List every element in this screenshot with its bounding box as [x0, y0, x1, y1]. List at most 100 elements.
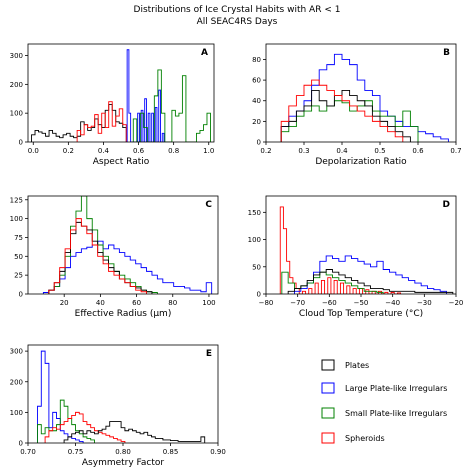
legend-label-plates: Plates — [345, 361, 369, 370]
panel-a-histogram-green — [132, 69, 211, 142]
panel-d: −80 −70 −60 −50 −40 −30 −20 0 50 100 150 Cloud Top … — [248, 195, 464, 319]
panel-b-histogram-black — [280, 89, 411, 142]
panel-b-series-group — [280, 53, 449, 142]
panel-a-series-group — [31, 49, 211, 142]
panel-b-histogram-red — [280, 79, 404, 142]
panel-e-xlabel: Asymmetry Factor — [82, 458, 165, 468]
panel-b-ytick-label: 20 — [252, 118, 261, 126]
panel-d-xtick-label: −30 — [417, 299, 432, 307]
panel-e-ytick-label: 300 — [10, 348, 23, 356]
panel-e-xtick-label: 0.75 — [68, 448, 84, 456]
legend-label-spheroids: Spheroids — [345, 434, 385, 443]
panel-c-histogram-red — [48, 218, 147, 294]
panel-c-ytick-label: 50 — [14, 253, 23, 261]
panel-e-ytick-label: 0 — [19, 440, 23, 448]
panel-e-xtick-label: 0.80 — [115, 448, 131, 456]
panel-a-xtick-label: 0.2 — [63, 147, 74, 155]
panel-a-frame — [27, 43, 215, 143]
panel-c-xtick-label: 80 — [168, 299, 177, 307]
panel-e: 0.70 0.75 0.80 0.85 0.90 0 100 200 300 Asymmetry … — [10, 344, 226, 468]
panel-b-xtick-label: 0.6 — [412, 147, 424, 155]
panel-d-histogram-red — [279, 206, 402, 294]
panel-e-xtick-label: 0.90 — [210, 448, 226, 456]
panel-d-xtick-label: −80 — [259, 299, 274, 307]
panel-c: 20 40 60 80 100 0 25 50 75 100 125 Effective Radius… — [10, 195, 219, 319]
panel-d-ytick-label: 100 — [248, 236, 261, 244]
panel-a-ytick-label: 300 — [10, 52, 23, 60]
panel-e-ytick-label: 200 — [10, 378, 23, 386]
panel-c-ytick-label: 25 — [14, 272, 23, 280]
panel-b-frame — [265, 43, 457, 143]
panel-b-xtick-label: 0.2 — [260, 147, 271, 155]
panel-c-ytick-label: 0 — [19, 291, 23, 299]
panel-a-xtick-label: 0.8 — [168, 147, 179, 155]
panel-e-letter: E — [206, 349, 212, 359]
panel-c-ytick-label: 75 — [14, 234, 23, 242]
panel-c-xtick-label: 40 — [96, 299, 105, 307]
panel-b-xlabel: Depolarization Ratio — [315, 157, 407, 167]
panel-b-ytick-label: 40 — [252, 97, 261, 105]
panel-e-ytick-label: 100 — [10, 409, 23, 417]
panel-c-series-group — [42, 196, 213, 294]
panel-c-ytick-label: 100 — [10, 215, 23, 223]
panel-a-xtick-label: 1.0 — [203, 147, 214, 155]
panel-b-ytick-label: 0 — [257, 139, 261, 147]
legend-swatch-large-plate-like-irregulars — [321, 382, 335, 394]
panel-b-xtick-label: 0.7 — [450, 147, 461, 155]
legend-swatch-plates — [321, 359, 335, 371]
panel-a-xtick-label: 0.4 — [98, 147, 110, 155]
panel-b-histogram-blue — [280, 53, 449, 142]
panel-e-xtick-label: 0.70 — [20, 448, 36, 456]
legend-swatch-spheroids — [321, 432, 335, 444]
legend: Plates Large Plate-like Irregulars Small… — [321, 359, 447, 444]
panel-a-histogram-blue — [126, 49, 165, 142]
panel-a-histogram-red — [76, 101, 127, 142]
figure-title-line2: All SEAC4RS Days — [197, 17, 278, 27]
panel-b-xtick-label: 0.4 — [336, 147, 348, 155]
panel-c-xtick-label: 100 — [202, 299, 215, 307]
panel-a-ytick-label: 200 — [10, 81, 23, 89]
panel-a-xtick-label: 0.6 — [133, 147, 145, 155]
panel-a-xtick-label: 0.0 — [28, 147, 39, 155]
legend-swatch-small-plate-like-irregulars — [321, 407, 335, 419]
panel-b: 0.2 0.3 0.4 0.5 0.6 0.7 0 20 40 60 80 Depolarizatio… — [252, 43, 462, 167]
panel-a: 0.0 0.2 0.4 0.6 0.8 1.0 0 100 200 300 Aspect Ratio… — [10, 43, 215, 167]
panel-d-histogram-black — [287, 269, 454, 294]
figure-title-line1: Distributions of Ice Crystal Habits with… — [134, 5, 341, 15]
panel-d-ytick-label: 150 — [248, 209, 261, 217]
panel-d-letter: D — [443, 200, 450, 210]
panel-d-xtick-label: −60 — [322, 299, 337, 307]
panel-a-letter: A — [201, 48, 208, 58]
panel-b-letter: B — [443, 48, 450, 58]
panel-e-histogram-black — [63, 421, 206, 443]
panel-c-xlabel: Effective Radius (μm) — [75, 309, 172, 319]
panel-b-xtick-label: 0.5 — [374, 147, 385, 155]
panel-c-frame — [27, 195, 219, 295]
panel-d-frame — [265, 195, 457, 295]
panel-e-histogram-red — [44, 411, 126, 443]
panel-a-ytick-label: 100 — [10, 110, 23, 118]
panel-c-xtick-label: 20 — [60, 299, 69, 307]
panel-b-ytick-label: 80 — [252, 56, 261, 64]
legend-label-large-plate-like-irregulars: Large Plate-like Irregulars — [345, 384, 447, 393]
panel-e-series-group — [37, 350, 206, 443]
panel-d-ytick-label: 0 — [257, 291, 261, 299]
panel-d-histogram-blue — [294, 255, 447, 294]
panel-d-xtick-label: −70 — [290, 299, 305, 307]
panel-d-xtick-label: −20 — [449, 299, 464, 307]
panel-d-ytick-label: 50 — [252, 263, 261, 271]
panel-d-xtick-label: −50 — [354, 299, 369, 307]
panel-a-ytick-label: 0 — [19, 139, 23, 147]
panel-c-xtick-label: 60 — [132, 299, 141, 307]
panel-c-ytick-label: 125 — [10, 196, 23, 204]
panel-e-xtick-label: 0.85 — [163, 448, 179, 456]
panel-d-xlabel: Cloud Top Temperature (°C) — [299, 309, 423, 319]
legend-label-small-plate-like-irregulars: Small Plate-like Irregulars — [345, 409, 447, 418]
panel-d-xtick-label: −40 — [385, 299, 400, 307]
panel-e-histogram-green — [37, 399, 95, 443]
panel-c-histogram-blue — [42, 240, 213, 294]
panel-c-letter: C — [205, 200, 212, 210]
panel-a-xlabel: Aspect Ratio — [93, 157, 150, 167]
panel-c-histogram-black — [48, 221, 153, 294]
